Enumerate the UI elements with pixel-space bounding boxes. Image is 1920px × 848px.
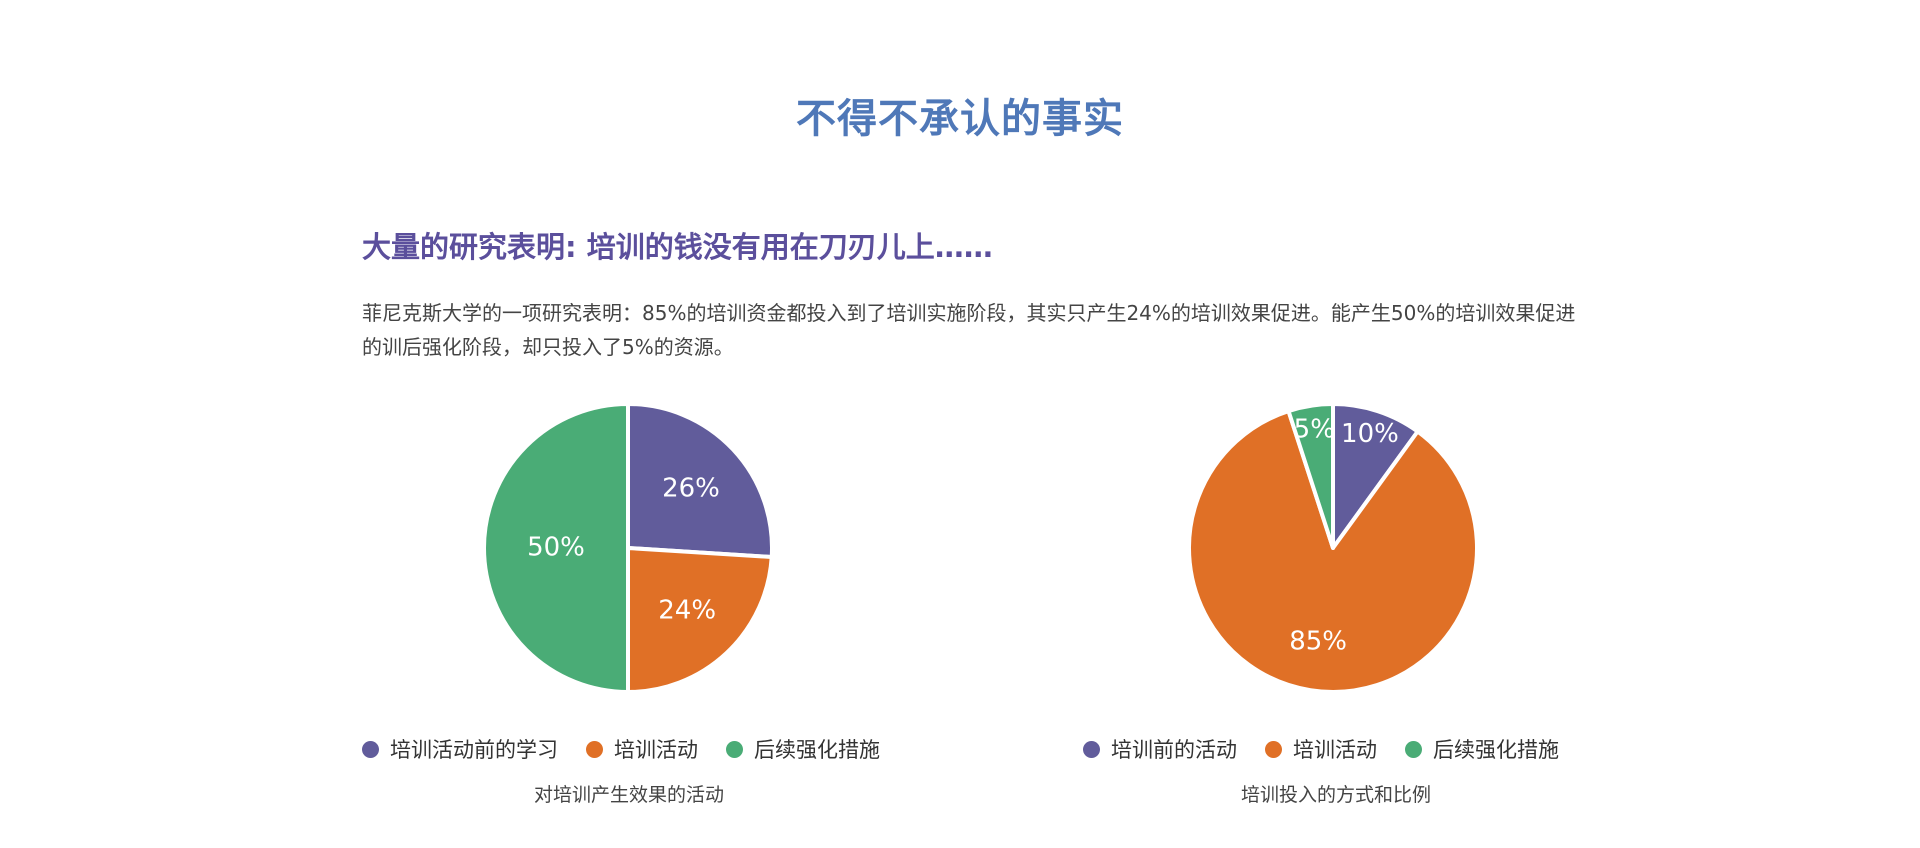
slice-pre-learning: [626, 402, 774, 560]
slice-value-label: 85%: [1289, 626, 1347, 656]
legend-label: 培训活动前的学习: [390, 738, 558, 762]
legend-marker: [586, 740, 603, 758]
slice-pre-activity: [1331, 402, 1420, 550]
legend-item-pre-learning: 培训活动前的学习: [362, 734, 558, 764]
slice-value-label: 24%: [658, 595, 716, 625]
legend-label: 培训前的活动: [1111, 738, 1237, 762]
legend-label: 培训活动: [1293, 738, 1377, 762]
legend-label: 后续强化措施: [754, 738, 880, 762]
legend-item-reinforcement: 后续强化措施: [1405, 734, 1559, 764]
chart-caption-training-effect: 对培训产生效果的活动: [533, 784, 724, 806]
pie-chart-training-investment: 10% 85% 5%: [1187, 402, 1479, 694]
pie-chart-training-effect: 26% 24% 50%: [482, 402, 774, 694]
slice-value-label: 10%: [1341, 419, 1399, 449]
slice-reinforcement: [1286, 402, 1335, 550]
legend-marker: [362, 740, 379, 758]
legend-marker: [1405, 740, 1422, 758]
page-title: 不得不承认的事实: [796, 96, 1124, 142]
legend-label: 后续强化措施: [1433, 738, 1559, 762]
slice-reinforcement: [482, 402, 630, 694]
slice-training-activity: [1187, 409, 1479, 694]
legend-item-pre-activity: 培训前的活动: [1083, 734, 1237, 764]
chart-caption-training-investment: 培训投入的方式和比例: [1240, 784, 1431, 806]
intro-paragraph: 菲尼克斯大学的一项研究表明：85%的培训资金都投入到了培训实施阶段，其实只产生2…: [362, 301, 1576, 359]
slice-value-label: 50%: [527, 533, 585, 563]
section-heading: 大量的研究表明: 培训的钱没有用在刀刃儿上……: [362, 230, 993, 264]
legend-marker: [1083, 740, 1100, 758]
legend-training-investment: 培训前的活动 培训活动 后续强化措施: [1083, 734, 1559, 764]
legend-marker: [726, 740, 743, 758]
slice-training-activity: [626, 546, 774, 694]
legend-item-training-activity: 培训活动: [586, 734, 698, 764]
slice-value-label: 26%: [662, 473, 720, 503]
legend-label: 培训活动: [614, 738, 698, 762]
legend-item-training-activity: 培训活动: [1265, 734, 1377, 764]
legend-item-reinforcement: 后续强化措施: [726, 734, 880, 764]
slice-value-label: 5%: [1294, 414, 1335, 444]
legend-training-effect: 培训活动前的学习 培训活动 后续强化措施: [362, 734, 880, 764]
legend-marker: [1265, 740, 1282, 758]
